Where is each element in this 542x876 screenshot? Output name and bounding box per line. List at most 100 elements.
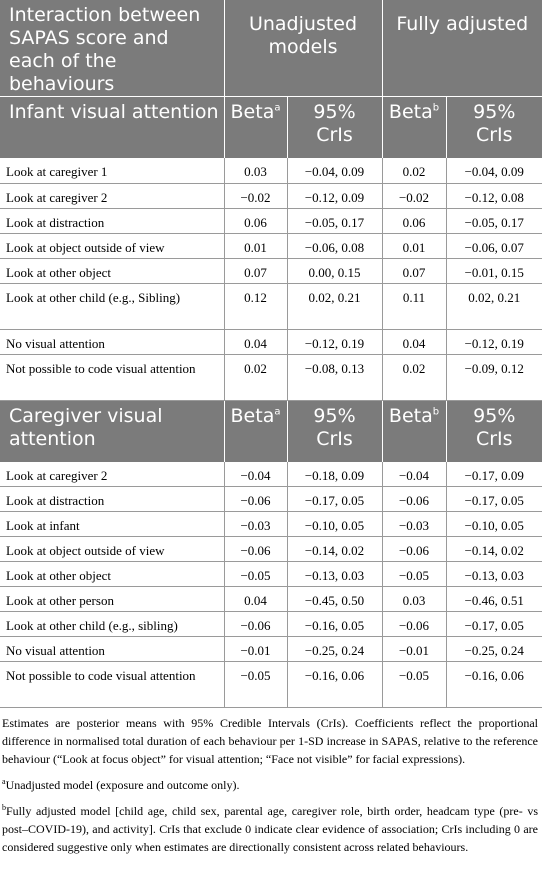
beta-adjusted: 0.03 [382,586,447,612]
beta-adjusted: 0.01 [382,233,447,259]
header-fully-adjusted: Fully adjusted [396,13,529,35]
table-row: Look at other child (e.g., Sibling) 0.12… [0,283,542,330]
beta-unadjusted: 0.07 [224,258,288,284]
table-header-row: Interaction between SAPAS score and each… [0,0,542,97]
cri-unadjusted: −0.17, 0.05 [287,486,383,512]
row-label: Look at caregiver 1 [0,158,225,184]
beta-unadjusted: −0.06 [224,486,288,512]
table-row: Look at object outside of view 0.01 −0.0… [0,233,542,259]
beta-unadjusted: 0.04 [224,329,288,355]
cri-adjusted: −0.04, 0.09 [446,158,542,184]
cri-unadjusted: −0.14, 0.02 [287,536,383,562]
table-row: No visual attention −0.01 −0.25, 0.24 −0… [0,636,542,662]
table-notes: Estimates are posterior means with 95% C… [0,708,542,856]
row-label: Look at distraction [0,486,225,512]
row-label: Look at caregiver 2 [0,183,225,209]
beta-unadjusted: 0.12 [224,283,288,330]
cri-unadjusted: −0.16, 0.06 [287,661,383,708]
beta-adjusted: −0.03 [382,511,447,537]
row-label: No visual attention [0,636,225,662]
beta-adjusted: −0.05 [382,561,447,587]
cri-unadjusted: −0.16, 0.05 [287,611,383,637]
beta-unadjusted-header: Betaa [224,399,288,462]
cri-unadjusted: −0.04, 0.09 [287,158,383,184]
beta-adjusted: −0.06 [382,486,447,512]
beta-unadjusted-header: Betaa [224,96,288,158]
section-title: Caregiver visual attention [0,399,225,462]
beta-unadjusted: 0.06 [224,208,288,234]
cri-adjusted-header: 95% CrIs [446,399,542,462]
row-label: Look at other object [0,258,225,284]
table-row: Look at distraction −0.06 −0.17, 0.05 −0… [0,486,542,512]
table-row: Look at other person 0.04 −0.45, 0.50 0.… [0,586,542,612]
cri-unadjusted: −0.25, 0.24 [287,636,383,662]
beta-adjusted: −0.01 [382,636,447,662]
beta-unadjusted: −0.04 [224,461,288,487]
row-label: Look at other child (e.g., sibling) [0,611,225,637]
table-row: Look at other object 0.07 0.00, 0.15 0.0… [0,258,542,284]
cri-adjusted: −0.12, 0.08 [446,183,542,209]
cri-adjusted: −0.10, 0.05 [446,511,542,537]
cri-adjusted-header: 95% CrIs [446,96,542,158]
beta-unadjusted: −0.03 [224,511,288,537]
cri-unadjusted: −0.18, 0.09 [287,461,383,487]
row-label: No visual attention [0,329,225,355]
table-row: Not possible to code visual attention 0.… [0,354,542,401]
cri-unadjusted: −0.06, 0.08 [287,233,383,259]
beta-unadjusted: −0.06 [224,536,288,562]
table-row: Not possible to code visual attention −0… [0,661,542,708]
beta-adjusted: 0.06 [382,208,447,234]
cri-unadjusted-header: 95% CrIs [287,96,383,158]
beta-unadjusted: −0.05 [224,561,288,587]
beta-adjusted: 0.02 [382,158,447,184]
row-label: Look at other child (e.g., Sibling) [0,283,225,330]
beta-unadjusted: −0.06 [224,611,288,637]
cri-unadjusted: −0.12, 0.09 [287,183,383,209]
header-unadjusted: Unadjusted models [224,0,383,97]
cri-adjusted: −0.46, 0.51 [446,586,542,612]
table-row: Look at other child (e.g., sibling) −0.0… [0,611,542,637]
row-label: Look at infant [0,511,225,537]
beta-unadjusted: 0.04 [224,586,288,612]
cri-unadjusted: −0.12, 0.19 [287,329,383,355]
results-table-container: Interaction between SAPAS score and each… [0,0,542,856]
cri-unadjusted: 0.02, 0.21 [287,283,383,330]
cri-adjusted: −0.25, 0.24 [446,636,542,662]
row-label: Look at distraction [0,208,225,234]
beta-adjusted: −0.06 [382,536,447,562]
beta-adjusted: −0.06 [382,611,447,637]
beta-adjusted: 0.04 [382,329,447,355]
cri-unadjusted: −0.08, 0.13 [287,354,383,401]
results-table: Interaction between SAPAS score and each… [0,0,542,708]
cri-adjusted: −0.01, 0.15 [446,258,542,284]
table-row: Look at caregiver 2 −0.04 −0.18, 0.09 −0… [0,461,542,487]
row-label: Look at object outside of view [0,233,225,259]
beta-adjusted: 0.07 [382,258,447,284]
row-label: Not possible to code visual attention [0,661,225,708]
table-row: Look at infant −0.03 −0.10, 0.05 −0.03 −… [0,511,542,537]
beta-unadjusted: −0.01 [224,636,288,662]
cri-adjusted: −0.14, 0.02 [446,536,542,562]
beta-unadjusted: −0.02 [224,183,288,209]
footnote-a: aUnadjusted model (exposure and outcome … [2,777,240,793]
table-row: Look at distraction 0.06 −0.05, 0.17 0.0… [0,208,542,234]
table-row: Look at caregiver 1 0.03 −0.04, 0.09 0.0… [0,158,542,184]
beta-adjusted-header: Betab [382,96,447,158]
beta-adjusted: 0.02 [382,354,447,401]
cri-unadjusted: 0.00, 0.15 [287,258,383,284]
cri-adjusted: −0.17, 0.09 [446,461,542,487]
section-header-caregiver: Caregiver visual attention Betaa 95% CrI… [0,399,542,462]
cri-adjusted: −0.16, 0.06 [446,661,542,708]
cri-unadjusted: −0.10, 0.05 [287,511,383,537]
footnote-b: bFully adjusted model [child age, child … [2,803,538,855]
beta-unadjusted: 0.01 [224,233,288,259]
cri-adjusted: −0.13, 0.03 [446,561,542,587]
beta-adjusted: −0.02 [382,183,447,209]
beta-unadjusted: 0.02 [224,354,288,401]
cri-adjusted: −0.17, 0.05 [446,611,542,637]
cri-adjusted: −0.12, 0.19 [446,329,542,355]
table-row: No visual attention 0.04 −0.12, 0.19 0.0… [0,329,542,355]
cri-adjusted: −0.06, 0.07 [446,233,542,259]
row-label: Look at other person [0,586,225,612]
cri-unadjusted: −0.13, 0.03 [287,561,383,587]
